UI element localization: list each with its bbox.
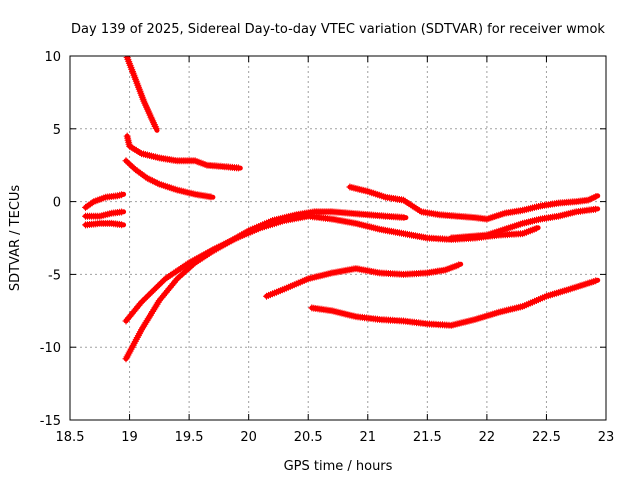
series-arc-5 [82,208,127,220]
x-tick-labels: 18.5 19 19.5 20 20.5 21 21.5 22 22.5 23 [56,430,615,445]
series-markers [308,277,600,329]
x-tick-label: 18.5 [56,430,85,445]
y-tick-label: -15 [40,414,61,429]
y-axis-label: SDTVAR / TECUs [8,185,23,292]
series-arc-1 [123,56,160,133]
x-tick-label: 21 [360,430,377,445]
x-tick-label: 21.5 [413,430,442,445]
series-markers [122,157,215,201]
series-arc-2 [123,132,243,172]
series-layer [82,56,601,363]
y-tick-labels: 10 5 0 -5 -10 -15 [40,50,61,429]
x-tick-label: 22.5 [532,430,561,445]
series-markers [82,191,126,211]
x-tick-label: 20.5 [294,430,323,445]
series-markers [447,205,599,242]
y-tick-label: 0 [53,196,61,211]
y-tick-label: 10 [44,50,61,65]
series-arc-6 [82,219,127,229]
x-tick-label: 20 [240,430,257,445]
series-arc-9 [346,183,601,223]
x-tick-label: 22 [479,430,496,445]
plot-frame [69,55,607,421]
chart-title: Day 139 of 2025, Sidereal Day-to-day VTE… [71,22,605,37]
x-tick-label: 19 [121,430,138,445]
series-arc-10 [447,205,601,242]
series-markers [123,132,242,172]
series-markers [122,208,408,363]
series-markers [82,208,126,220]
y-tick-label: 5 [53,123,61,138]
y-tick-label: -10 [40,341,61,356]
series-arc-11 [263,261,464,300]
x-axis-label: GPS time / hours [284,459,393,474]
x-tick-label: 19.5 [175,430,204,445]
series-markers [346,183,600,223]
x-tick-label: 23 [598,430,615,445]
series-arc-3 [122,157,216,201]
series-arc-12 [308,277,601,329]
series-markers [123,56,160,132]
series-arc-4 [82,191,127,211]
series-markers [82,219,126,229]
y-tick-label: -5 [48,268,61,283]
series-arc-8 [122,208,409,363]
series-markers [263,261,463,300]
